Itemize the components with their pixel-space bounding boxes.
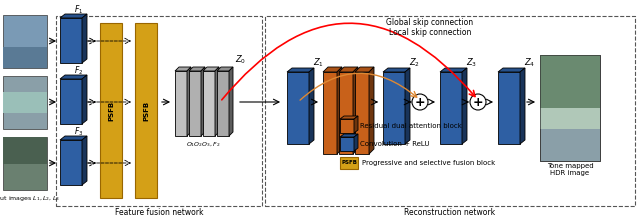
- Polygon shape: [520, 68, 525, 144]
- Polygon shape: [354, 134, 358, 151]
- Bar: [60, 18, 82, 63]
- Bar: [60, 79, 82, 124]
- Bar: [340, 119, 354, 133]
- Text: Residual dual attention block: Residual dual attention block: [360, 123, 462, 129]
- Polygon shape: [498, 68, 525, 72]
- Bar: [135, 23, 157, 198]
- Polygon shape: [203, 67, 219, 71]
- Bar: [56, 16, 262, 206]
- Polygon shape: [462, 68, 467, 144]
- Text: Input images $L_1, L_2, L_3$: Input images $L_1, L_2, L_3$: [0, 194, 60, 203]
- Polygon shape: [215, 67, 219, 136]
- Bar: [100, 23, 122, 198]
- Polygon shape: [340, 134, 358, 137]
- Polygon shape: [189, 67, 205, 71]
- Bar: [540, 108, 600, 129]
- Bar: [175, 71, 187, 136]
- Text: $F_3$: $F_3$: [74, 125, 83, 138]
- Text: PSFB: PSFB: [143, 100, 149, 121]
- Polygon shape: [82, 136, 87, 185]
- Text: Tone mapped: Tone mapped: [547, 163, 593, 169]
- Text: Feature fusion network: Feature fusion network: [115, 208, 204, 216]
- Polygon shape: [187, 67, 191, 136]
- Text: HDR image: HDR image: [550, 170, 589, 176]
- Polygon shape: [60, 14, 87, 18]
- Text: PSFB: PSFB: [108, 100, 114, 121]
- Polygon shape: [440, 68, 467, 72]
- Text: $F_2$: $F_2$: [74, 65, 83, 77]
- Text: Convolution + ReLU: Convolution + ReLU: [360, 141, 429, 147]
- Polygon shape: [175, 67, 191, 71]
- Polygon shape: [60, 136, 87, 140]
- Circle shape: [412, 94, 428, 110]
- Text: Global skip connection: Global skip connection: [387, 18, 474, 27]
- Text: $F_1$: $F_1$: [74, 3, 83, 16]
- Text: Progressive and selective fusion block: Progressive and selective fusion block: [362, 160, 495, 166]
- Polygon shape: [340, 116, 358, 119]
- Bar: [440, 72, 462, 144]
- Bar: [189, 71, 201, 136]
- Bar: [540, 55, 600, 108]
- Text: $Z_1$: $Z_1$: [313, 57, 324, 69]
- Polygon shape: [229, 67, 233, 136]
- Circle shape: [470, 94, 486, 110]
- Bar: [217, 71, 229, 136]
- Polygon shape: [337, 67, 342, 154]
- Text: PSFB: PSFB: [341, 160, 357, 165]
- Bar: [3, 15, 47, 68]
- Bar: [3, 92, 47, 113]
- Polygon shape: [287, 68, 314, 72]
- Text: $Z_4$: $Z_4$: [524, 57, 535, 69]
- Bar: [340, 137, 354, 151]
- Bar: [540, 55, 600, 161]
- Bar: [498, 72, 520, 144]
- Bar: [60, 140, 82, 185]
- Bar: [3, 137, 47, 190]
- Text: +: +: [473, 95, 483, 108]
- Bar: [265, 16, 635, 206]
- Text: +: +: [415, 95, 426, 108]
- Text: Local skip connection: Local skip connection: [389, 28, 471, 37]
- Polygon shape: [369, 67, 374, 154]
- Bar: [383, 72, 405, 144]
- Polygon shape: [323, 67, 342, 72]
- Polygon shape: [309, 68, 314, 144]
- Text: $O_1O_2O_3, F_2$: $O_1O_2O_3, F_2$: [186, 140, 220, 149]
- Polygon shape: [383, 68, 410, 72]
- Polygon shape: [201, 67, 205, 136]
- Bar: [3, 76, 47, 129]
- Bar: [355, 72, 369, 154]
- Polygon shape: [60, 75, 87, 79]
- Bar: [340, 157, 358, 169]
- Polygon shape: [354, 116, 358, 133]
- Polygon shape: [82, 14, 87, 63]
- Polygon shape: [405, 68, 410, 144]
- Bar: [323, 72, 337, 154]
- Polygon shape: [353, 67, 358, 154]
- Text: $Z_2$: $Z_2$: [409, 57, 420, 69]
- Polygon shape: [355, 67, 374, 72]
- Bar: [203, 71, 215, 136]
- Bar: [540, 55, 600, 161]
- Text: Reconstruction network: Reconstruction network: [404, 208, 495, 216]
- Polygon shape: [339, 67, 358, 72]
- Polygon shape: [82, 75, 87, 124]
- Bar: [287, 72, 309, 144]
- Text: $Z_3$: $Z_3$: [466, 57, 477, 69]
- Bar: [3, 137, 47, 164]
- Bar: [3, 47, 47, 68]
- Text: $Z_0$: $Z_0$: [235, 54, 246, 66]
- Bar: [339, 72, 353, 154]
- Polygon shape: [217, 67, 233, 71]
